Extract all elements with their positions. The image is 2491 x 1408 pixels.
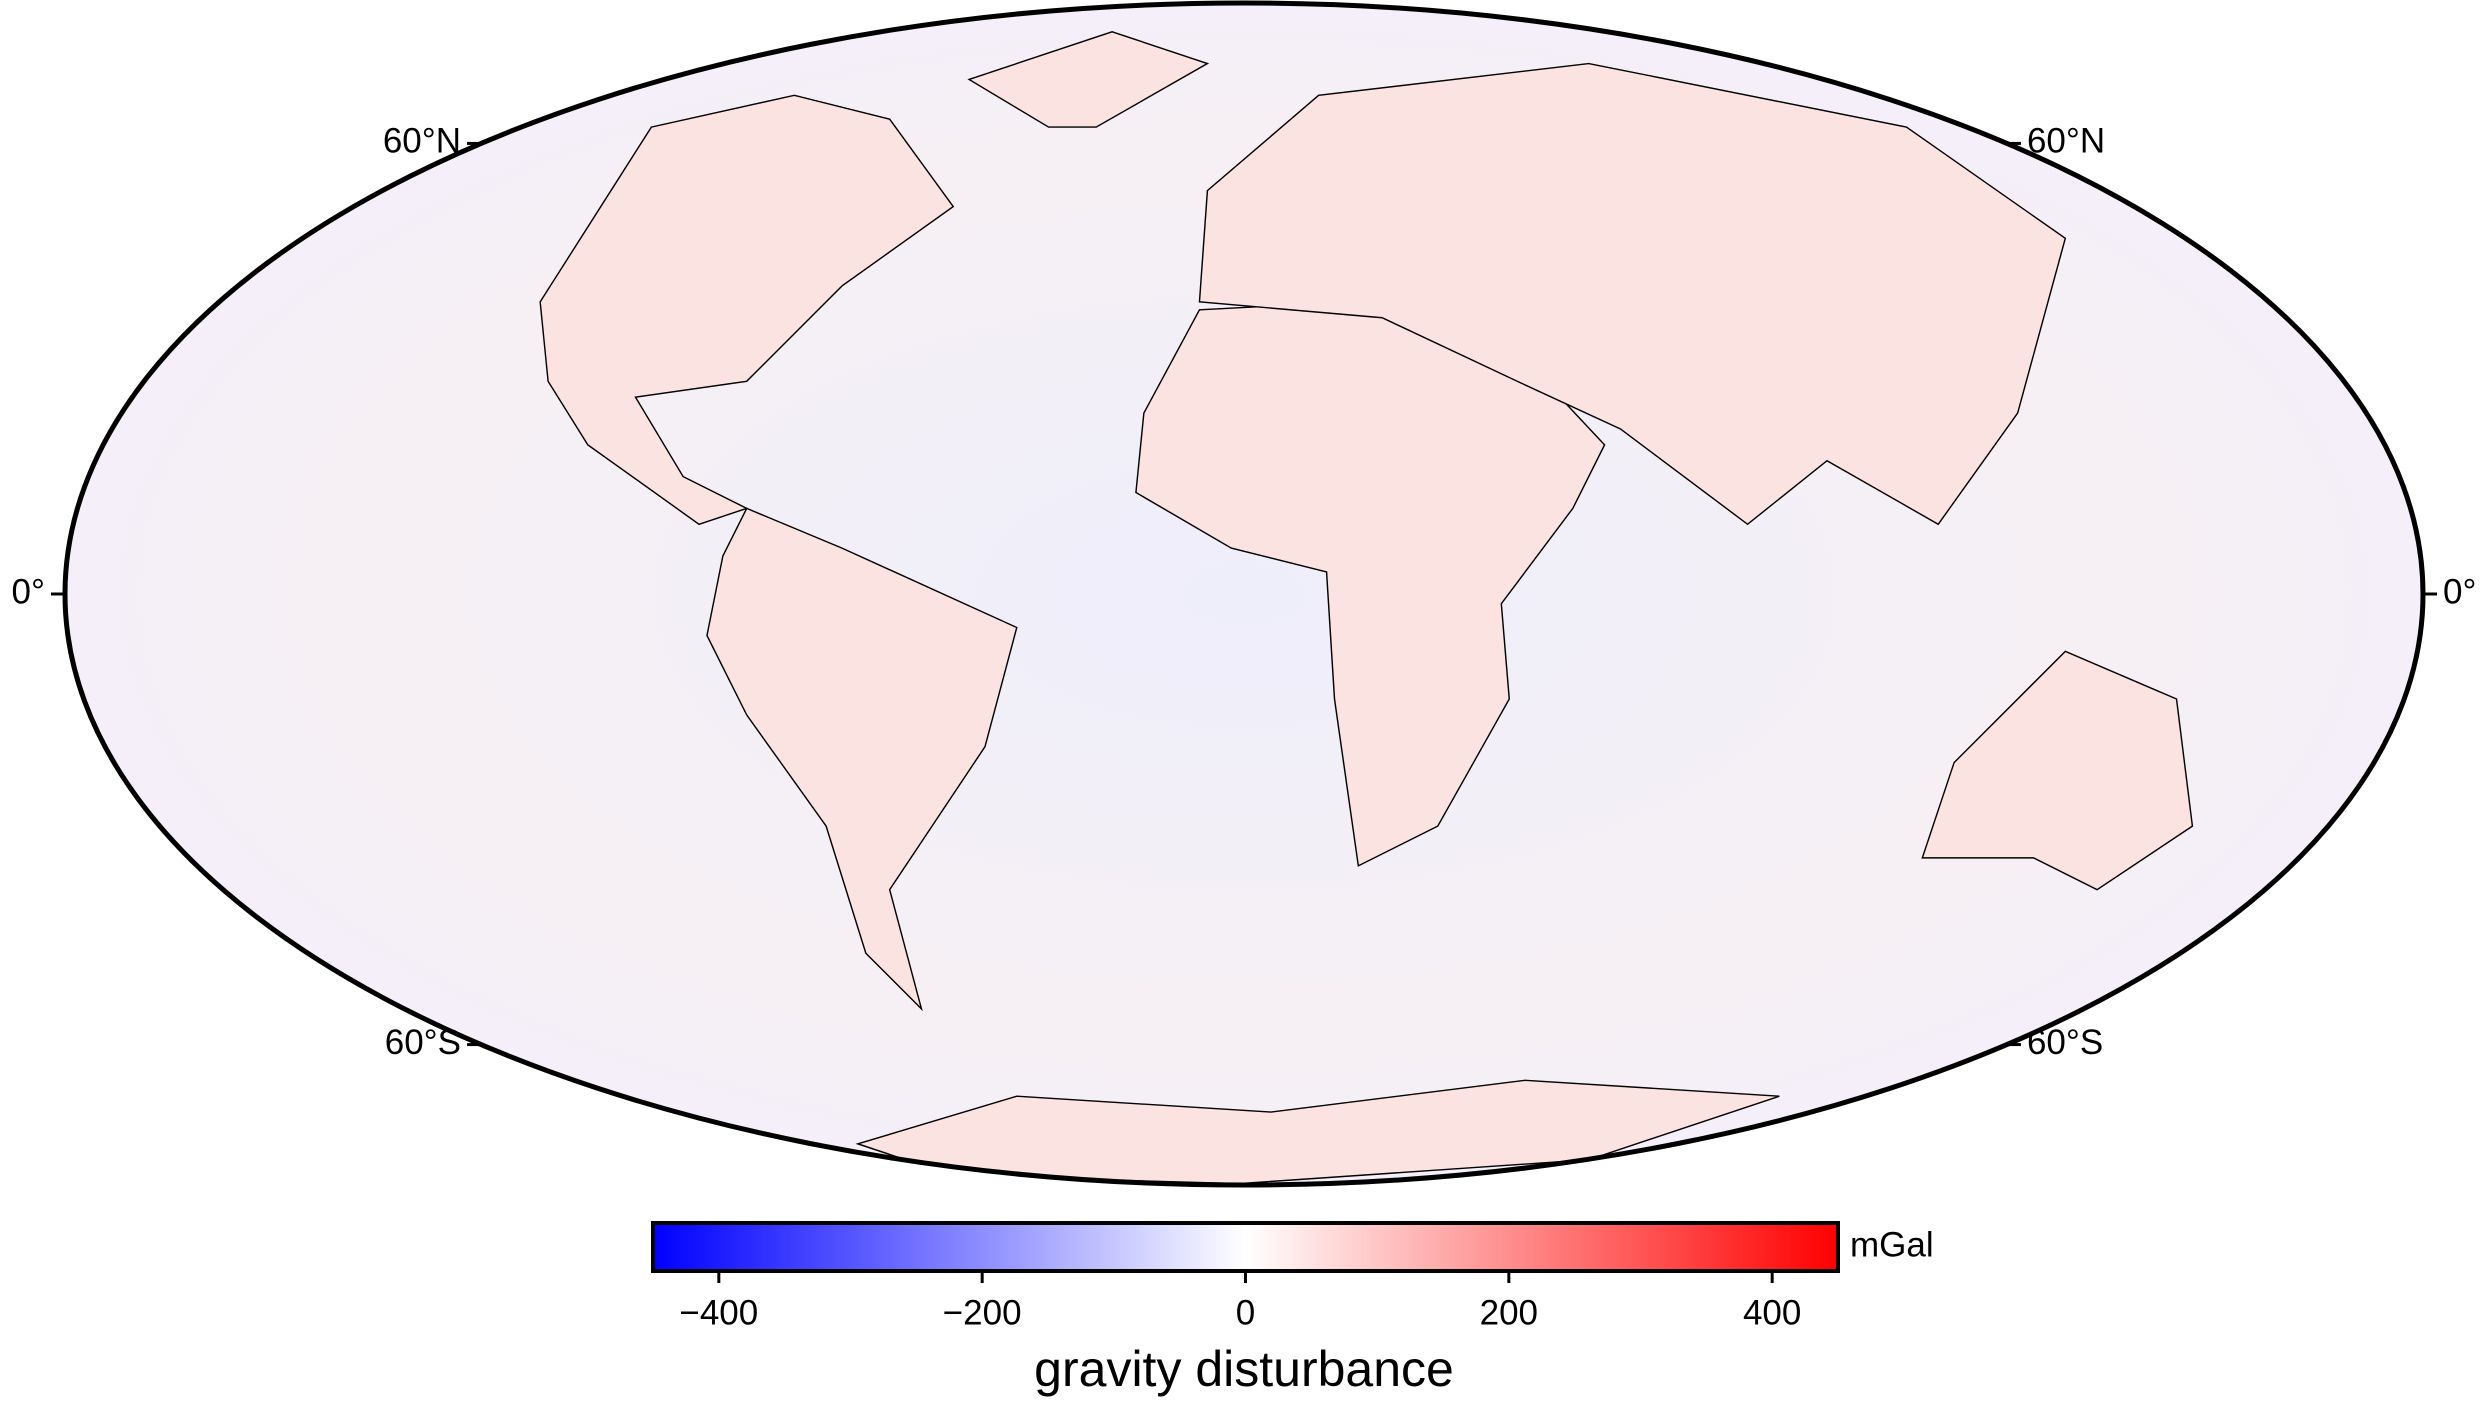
colorbar-unit: mGal [1850,1225,1934,1264]
colorbar-tick-label: 0 [1236,1293,1255,1332]
colorbar-tick-label: −200 [943,1293,1022,1332]
colorbar-tick-label: 400 [1743,1293,1801,1332]
lat-label: 0° [2443,572,2476,611]
lat-label: 0° [12,572,45,611]
colorbar-label: gravity disturbance [1034,1341,1454,1397]
lat-label: 60°N [2027,122,2105,161]
map-surface [65,3,2423,1185]
lat-label: 60°S [385,1023,461,1062]
colorbar [651,1221,1840,1273]
colorbar-tick-label: 200 [1480,1293,1538,1332]
lat-label: 60°N [383,122,461,161]
lat-label: 60°S [2027,1023,2103,1062]
colorbar-tick-label: −400 [679,1293,758,1332]
